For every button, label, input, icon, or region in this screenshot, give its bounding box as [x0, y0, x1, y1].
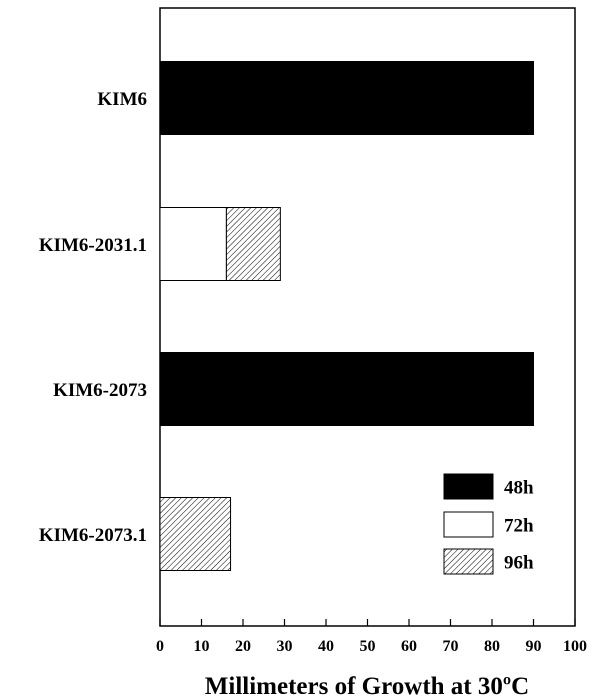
x-tick-label: 30 — [277, 638, 293, 655]
bar-kim6-2031-1-96h — [225, 207, 281, 281]
x-tick-label: 80 — [484, 638, 500, 655]
x-axis-title: Millimeters of Growth at 30ºC — [205, 673, 529, 700]
bar-kim6-2031-1-72h — [159, 207, 227, 281]
x-tick-label: 40 — [318, 638, 334, 655]
legend-label-48h: 48h — [504, 478, 534, 499]
x-tick-label: 100 — [563, 638, 587, 655]
bar-kim6-2073-1-96h — [159, 497, 232, 571]
category-label: KIM6 — [97, 89, 147, 110]
legend: 48h 72h 96h — [443, 473, 534, 575]
x-tick-label: 90 — [526, 638, 542, 655]
x-tick-label: 70 — [443, 638, 459, 655]
legend-label-96h: 96h — [504, 553, 534, 574]
x-axis-ticks — [159, 619, 576, 626]
x-tick-label: 60 — [401, 638, 417, 655]
x-tick-label: 10 — [194, 638, 210, 655]
category-labels: KIM6 KIM6-2031.1 KIM6-2073 KIM6-2073.1 — [39, 89, 147, 546]
x-tick-label: 50 — [360, 638, 376, 655]
bar-kim6-2073-48h — [159, 352, 534, 426]
x-tick-label: 0 — [156, 638, 164, 655]
legend-swatch-48h — [443, 473, 494, 500]
x-axis-tick-labels: 0 10 20 30 40 50 60 70 80 90 100 — [156, 638, 587, 655]
legend-swatch-72h — [443, 511, 494, 538]
x-tick-label: 20 — [235, 638, 251, 655]
bar-kim6-48h — [159, 61, 534, 135]
bars-group — [159, 61, 534, 571]
category-label: KIM6-2073.1 — [39, 525, 147, 546]
category-label: KIM6-2073 — [53, 380, 147, 401]
category-label: KIM6-2031.1 — [39, 235, 147, 256]
legend-swatch-96h — [443, 548, 494, 575]
legend-label-72h: 72h — [504, 516, 534, 537]
